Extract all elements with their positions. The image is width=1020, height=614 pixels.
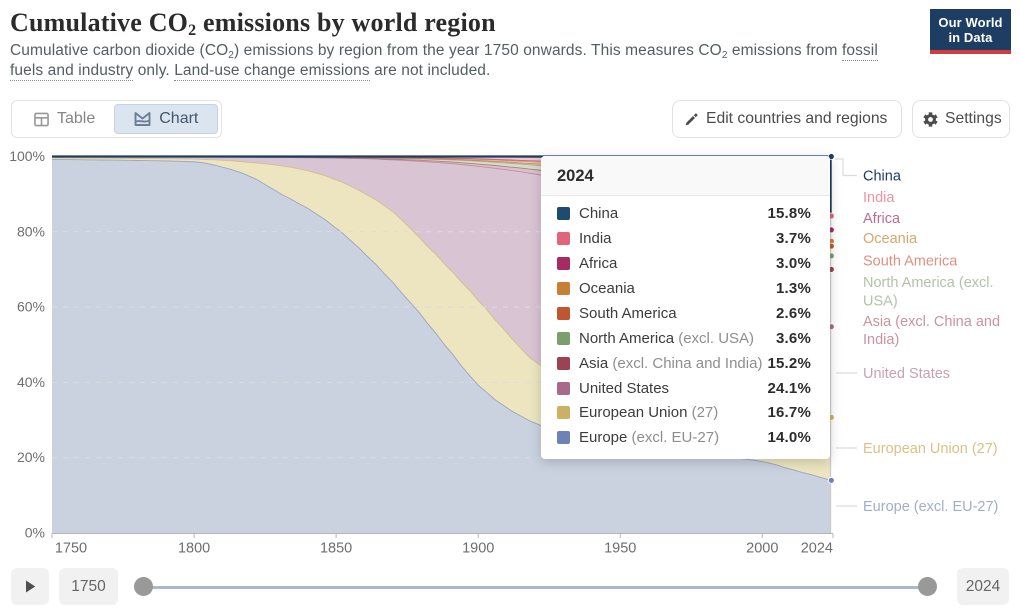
svg-text:India: India: [863, 190, 895, 206]
svg-text:Europe (excl. EU-27): Europe (excl. EU-27): [863, 499, 998, 515]
svg-text:60%: 60%: [17, 299, 45, 315]
svg-text:Africa: Africa: [863, 211, 901, 227]
svg-text:1900: 1900: [462, 541, 494, 557]
svg-text:China: China: [863, 169, 902, 185]
svg-text:South America: South America: [863, 254, 958, 270]
svg-text:0%: 0%: [25, 525, 45, 541]
svg-text:100%: 100%: [9, 148, 45, 164]
svg-text:1950: 1950: [604, 541, 636, 557]
svg-text:United States: United States: [863, 366, 950, 382]
svg-text:20%: 20%: [17, 449, 45, 465]
svg-text:2000: 2000: [746, 541, 778, 557]
svg-text:2024: 2024: [801, 541, 833, 557]
svg-text:North America (excl.: North America (excl.: [863, 275, 994, 291]
svg-text:1750: 1750: [55, 541, 87, 557]
svg-text:Asia (excl. China and: Asia (excl. China and: [863, 314, 1000, 330]
svg-text:Oceania: Oceania: [863, 231, 918, 247]
svg-text:USA): USA): [863, 294, 898, 310]
svg-text:India): India): [863, 332, 899, 348]
svg-text:80%: 80%: [17, 223, 45, 239]
svg-text:European Union (27): European Union (27): [863, 441, 998, 457]
svg-text:1850: 1850: [320, 541, 352, 557]
svg-text:1800: 1800: [178, 541, 210, 557]
svg-text:40%: 40%: [17, 374, 45, 390]
